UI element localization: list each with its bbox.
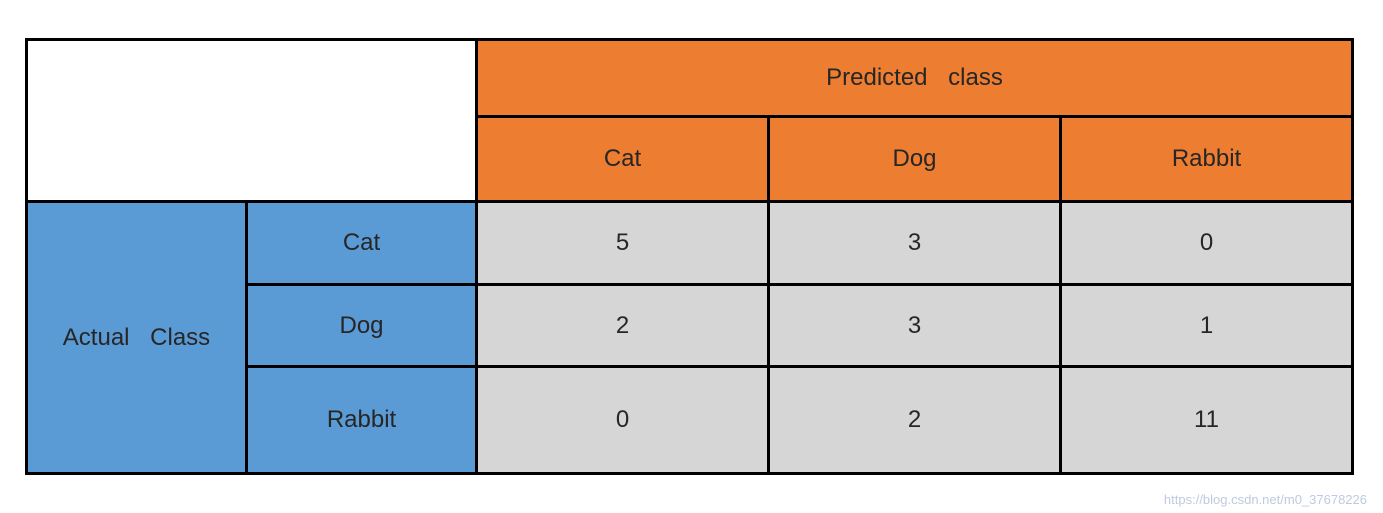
cell-actual-rabbit-predicted-rabbit: 11 <box>1059 365 1354 475</box>
predicted-col-header-dog: Dog <box>767 115 1062 203</box>
actual-row-header-cat: Cat <box>245 200 478 286</box>
cell-actual-cat-predicted-cat: 5 <box>475 200 770 286</box>
actual-row-header-rabbit: Rabbit <box>245 365 478 475</box>
corner-empty-cell <box>25 38 478 203</box>
cell-actual-dog-predicted-cat: 2 <box>475 283 770 368</box>
cell-actual-dog-predicted-dog: 3 <box>767 283 1062 368</box>
cell-actual-rabbit-predicted-dog: 2 <box>767 365 1062 475</box>
actual-class-group-header: Actual Class <box>25 200 248 475</box>
predicted-col-header-cat: Cat <box>475 115 770 203</box>
confusion-matrix-table: Predicted class Cat Dog Rabbit Actual Cl… <box>25 38 1354 475</box>
cell-actual-cat-predicted-dog: 3 <box>767 200 1062 286</box>
cell-actual-cat-predicted-rabbit: 0 <box>1059 200 1354 286</box>
watermark-text: https://blog.csdn.net/m0_37678226 <box>1163 492 1367 507</box>
actual-row-header-dog: Dog <box>245 283 478 368</box>
cell-actual-dog-predicted-rabbit: 1 <box>1059 283 1354 368</box>
predicted-col-header-rabbit: Rabbit <box>1059 115 1354 203</box>
predicted-class-group-header: Predicted class <box>475 38 1354 118</box>
cell-actual-rabbit-predicted-cat: 0 <box>475 365 770 475</box>
